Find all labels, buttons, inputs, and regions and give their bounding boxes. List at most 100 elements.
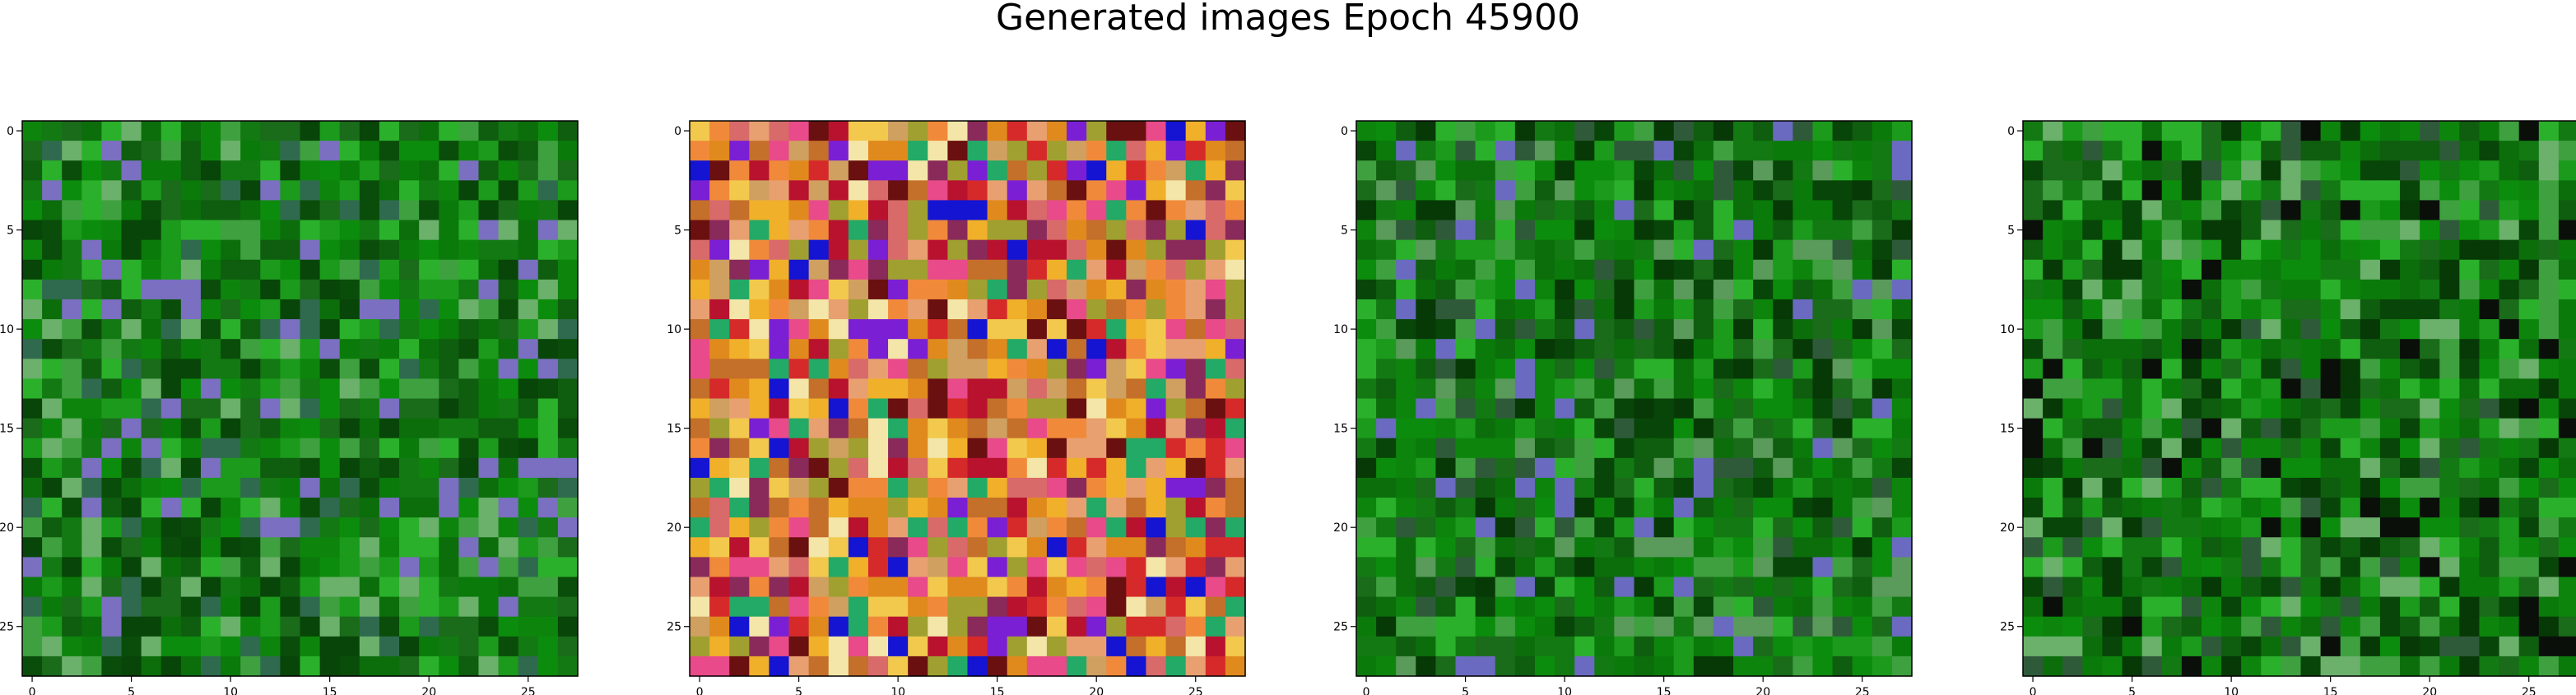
pixel-cell	[1733, 378, 1754, 400]
pixel-cell	[439, 656, 459, 677]
pixel-cell	[2340, 121, 2361, 141]
pixel-cell	[1146, 141, 1167, 161]
pixel-cell	[478, 498, 500, 518]
pixel-cell	[1106, 279, 1127, 300]
pixel-cell	[300, 457, 321, 479]
pixel-cell	[2241, 200, 2262, 221]
pixel-cell	[1026, 537, 1048, 558]
pixel-cell	[2082, 220, 2104, 241]
pixel-cell	[1146, 457, 1167, 479]
pixel-cell	[1891, 557, 1913, 578]
pixel-cell	[1514, 636, 1536, 657]
pixel-cell	[729, 180, 750, 202]
pixel-cell	[439, 438, 459, 459]
pixel-cell	[42, 656, 63, 677]
pixel-cell	[1185, 418, 1207, 439]
pixel-cell	[2538, 200, 2560, 221]
pixel-cell	[1534, 498, 1555, 518]
pixel-cell	[828, 141, 849, 161]
pixel-cell	[2518, 438, 2540, 459]
pixel-cell	[1891, 636, 1913, 657]
pixel-cell	[1416, 279, 1437, 300]
pixel-cell	[1007, 279, 1028, 300]
pixel-cell	[2360, 438, 2381, 459]
pixel-cell	[1574, 596, 1595, 618]
pixel-cell	[1126, 498, 1147, 518]
pixel-cell	[2538, 160, 2560, 181]
pixel-cell	[458, 616, 480, 637]
pixel-cell	[2320, 537, 2341, 558]
pixel-cell	[1852, 418, 1873, 439]
pixel-cell	[1634, 141, 1655, 161]
pixel-cell	[1793, 457, 1814, 479]
pixel-cell	[498, 339, 519, 359]
pixel-cell	[1653, 378, 1675, 400]
pixel-cell	[709, 477, 730, 498]
pixel-cell	[1086, 577, 1107, 598]
pixel-cell	[557, 596, 579, 618]
pixel-cell	[81, 259, 103, 280]
pixel-cell	[2420, 220, 2440, 241]
pixel-cell	[160, 200, 182, 221]
pixel-cell	[1713, 537, 1734, 558]
pixel-cell	[987, 537, 1008, 558]
pixel-cell	[1376, 438, 1397, 459]
pixel-cell	[478, 180, 500, 202]
pixel-cell	[1475, 160, 1496, 181]
pixel-cell	[848, 239, 869, 261]
pixel-cell	[319, 141, 341, 161]
pixel-cell	[81, 537, 103, 558]
pixel-cell	[690, 339, 710, 359]
pixel-cell	[1534, 239, 1555, 261]
pixel-cell	[1495, 378, 1516, 400]
pixel-cell	[1653, 577, 1675, 598]
pixel-cell	[848, 537, 869, 558]
pixel-cell	[1753, 319, 1774, 340]
pixel-cell	[808, 121, 830, 141]
pixel-cell	[788, 299, 810, 320]
pixel-cell	[399, 299, 420, 320]
pixel-cell	[987, 457, 1008, 479]
pixel-cell	[339, 259, 360, 280]
pixel-cell	[2062, 517, 2083, 538]
pixel-cell	[518, 398, 539, 419]
pixel-cell	[339, 359, 360, 379]
pixel-cell	[300, 577, 321, 598]
pixel-cell	[2122, 616, 2143, 637]
pixel-cell	[1793, 517, 1814, 538]
pixel-cell	[42, 537, 63, 558]
pixel-cell	[729, 359, 750, 379]
pixel-cell	[557, 557, 579, 578]
pixel-cell	[2320, 299, 2341, 320]
pixel-cell	[1376, 239, 1397, 261]
pixel-cell	[2141, 319, 2163, 340]
pixel-cell	[2141, 359, 2163, 379]
pixel-cell	[1225, 200, 1246, 221]
pixel-cell	[1067, 180, 1087, 202]
pixel-cell	[1475, 200, 1496, 221]
pixel-cell	[2420, 557, 2440, 578]
pixel-cell	[2062, 418, 2083, 439]
pixel-cell	[260, 438, 281, 459]
pixel-cell	[141, 577, 162, 598]
pixel-cell	[280, 220, 301, 241]
pixel-cell	[2320, 160, 2341, 181]
pixel-cell	[2241, 636, 2262, 657]
pixel-cell	[2518, 359, 2540, 379]
pixel-cell	[729, 557, 750, 578]
pixel-cell	[2221, 616, 2242, 637]
pixel-cell	[888, 160, 909, 181]
pixel-cell	[2300, 319, 2322, 340]
pixel-cell	[121, 517, 142, 538]
pixel-cell	[1185, 656, 1207, 677]
pixel-cell	[828, 319, 849, 340]
pixel-cell	[928, 418, 948, 439]
pixel-cell	[1356, 180, 1377, 202]
pixel-cell	[1475, 359, 1496, 379]
pixel-cell	[2062, 378, 2083, 400]
pixel-cell	[1146, 180, 1167, 202]
pixel-cell	[1007, 259, 1028, 280]
pixel-cell	[160, 537, 182, 558]
pixel-cell	[749, 378, 770, 400]
pixel-cell	[947, 200, 969, 221]
